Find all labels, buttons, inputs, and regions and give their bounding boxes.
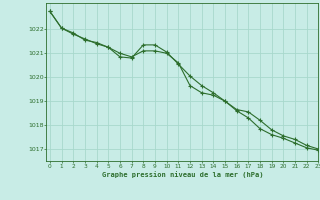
- X-axis label: Graphe pression niveau de la mer (hPa): Graphe pression niveau de la mer (hPa): [102, 171, 263, 178]
